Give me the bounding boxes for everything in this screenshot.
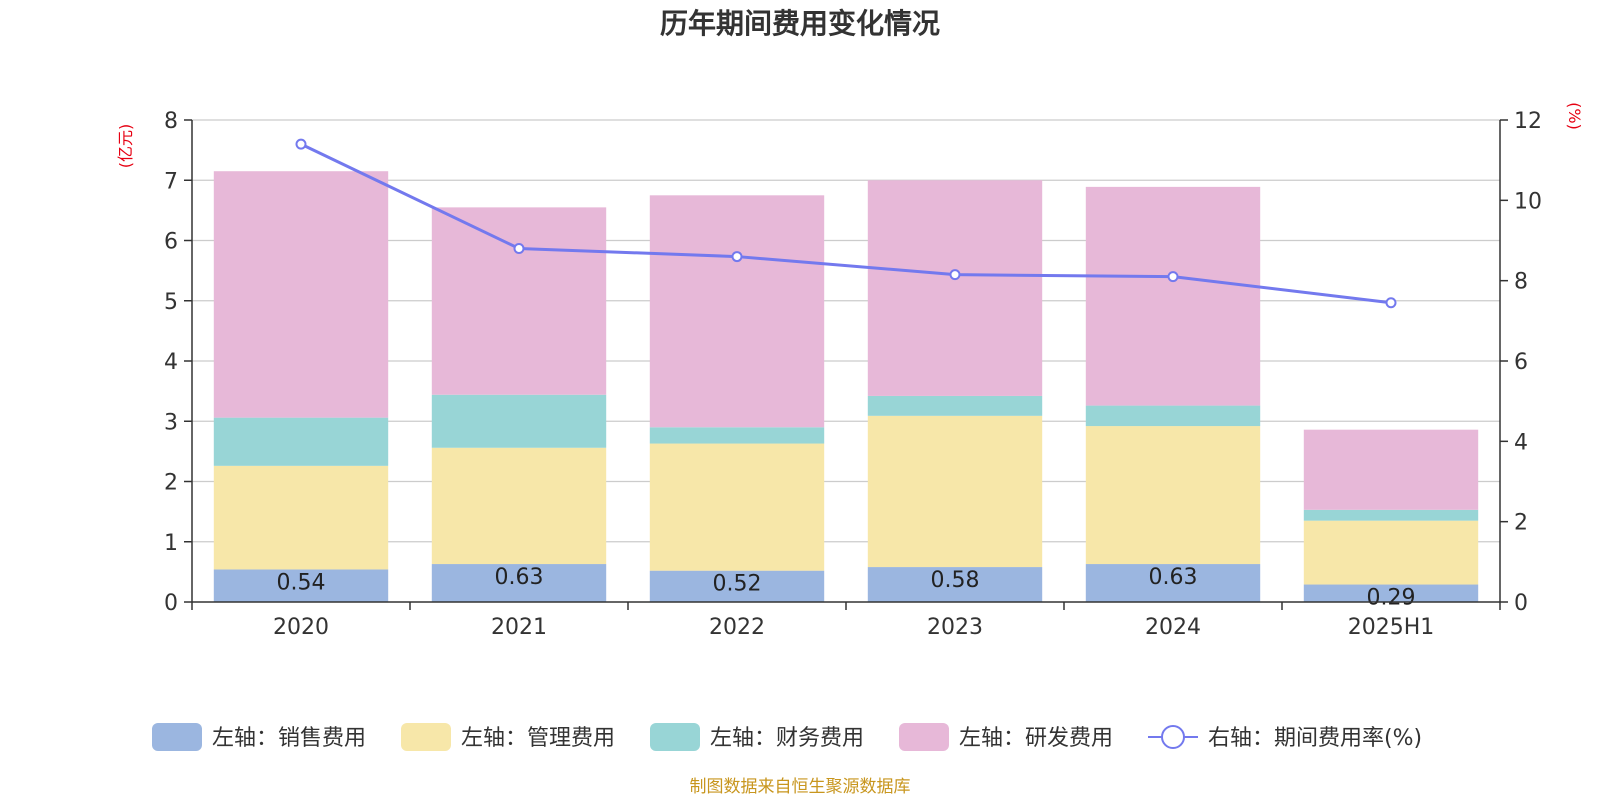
legend: 左轴：销售费用 左轴：管理费用 左轴：财务费用 左轴：研发费用 右轴：期间费用率(%) [152, 723, 1422, 751]
chart-title: 历年期间费用变化情况 [660, 7, 940, 40]
rate-point [1385, 297, 1397, 309]
data-source: 制图数据来自恒生聚源数据库 [690, 777, 911, 797]
bar-segment [867, 395, 1043, 416]
left-tick-label: 2 [164, 471, 178, 496]
legend-swatch [650, 723, 700, 751]
right-tick-label: 0 [1514, 591, 1528, 616]
legend-swatch [152, 723, 202, 751]
bar-segment [213, 465, 389, 570]
bar-segment [867, 180, 1043, 396]
rate-line [295, 138, 1397, 309]
legend-swatch [899, 723, 949, 751]
rate-point [949, 269, 961, 281]
bar-segment [1303, 584, 1479, 602]
bar-value-label: 0.63 [1149, 565, 1198, 590]
bar-segment [1303, 509, 1479, 521]
bar-segment [867, 415, 1043, 568]
left-tick-label: 3 [164, 410, 178, 435]
x-tick-label: 2023 [927, 615, 983, 640]
bar-value-label: 0.63 [495, 565, 544, 590]
x-tick-label: 2025H1 [1348, 615, 1435, 640]
right-tick-label: 6 [1514, 350, 1528, 375]
rate-point [1167, 271, 1179, 283]
legend-swatch [401, 723, 451, 751]
x-tick-label: 2022 [709, 615, 765, 640]
right-tick-label: 4 [1514, 430, 1528, 455]
legend-label: 右轴：期间费用率(%) [1208, 726, 1422, 751]
bar-segment [649, 427, 825, 444]
bar-segment [649, 195, 825, 428]
left-tick-label: 7 [164, 169, 178, 194]
left-tick-label: 5 [164, 290, 178, 315]
bar-segment [1085, 405, 1261, 427]
x-tick-label: 2021 [491, 615, 547, 640]
bars [213, 171, 1479, 602]
bar-segment [431, 447, 607, 565]
left-tick-label: 8 [164, 109, 178, 134]
bar-segment [431, 207, 607, 395]
legend-label: 左轴：销售费用 [212, 726, 366, 751]
right-tick-label: 12 [1514, 109, 1542, 134]
bar-segment [1303, 520, 1479, 585]
bar-value-label: 0.29 [1367, 586, 1416, 611]
grid [192, 119, 1500, 543]
bar-segment [867, 567, 1043, 602]
legend-label: 左轴：研发费用 [959, 726, 1113, 751]
legend-label: 左轴：管理费用 [461, 726, 615, 751]
bar-segment [649, 570, 825, 602]
rate-point [731, 251, 743, 263]
bar-value-label: 0.52 [713, 572, 762, 597]
bar-value-label: 0.58 [931, 568, 980, 593]
right-tick-label: 8 [1514, 270, 1528, 295]
bar-segment [213, 569, 389, 602]
rate-line-path [300, 142, 1392, 305]
left-tick-label: 4 [164, 350, 178, 375]
bar-labels: 0.54 0.63 0.52 0.58 0.63 0.29 [277, 565, 1416, 610]
bar-value-label: 0.54 [277, 570, 326, 595]
bar-segment [431, 564, 607, 602]
bar-segment [1303, 429, 1479, 510]
left-tick-label: 1 [164, 531, 178, 556]
right-axis-unit: (%) [1565, 102, 1584, 130]
left-axis-unit: (亿元) [116, 124, 135, 169]
left-tick-label: 6 [164, 230, 178, 255]
right-tick-label: 10 [1514, 189, 1542, 214]
bar-segment [213, 171, 389, 418]
rate-point [513, 243, 525, 255]
bar-segment [1085, 564, 1261, 602]
left-tick-label: 0 [164, 591, 178, 616]
right-tick-label: 2 [1514, 511, 1528, 536]
legend-marker [1161, 725, 1185, 749]
bar-segment [1085, 426, 1261, 565]
x-tick-label: 2024 [1145, 615, 1201, 640]
x-tick-label: 2020 [273, 615, 329, 640]
bar-segment [1085, 186, 1261, 406]
bar-segment [213, 417, 389, 466]
legend-label: 左轴：财务费用 [710, 726, 864, 751]
bar-segment [431, 394, 607, 448]
bar-segment [649, 443, 825, 571]
rate-point [295, 138, 307, 150]
